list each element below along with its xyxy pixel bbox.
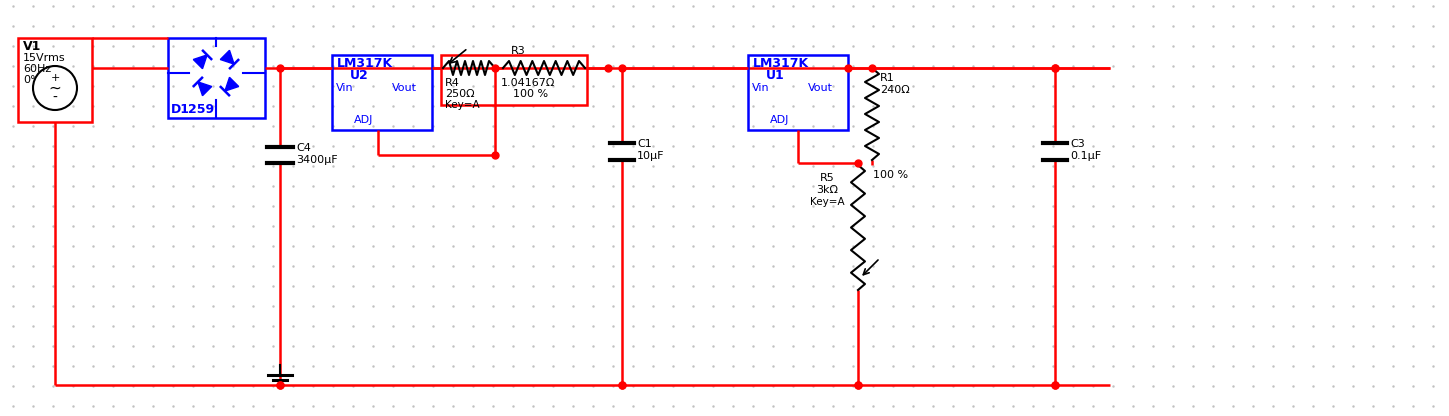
Text: 1.04167Ω: 1.04167Ω: [501, 78, 555, 88]
Text: 3kΩ: 3kΩ: [816, 185, 838, 195]
Text: 259: 259: [188, 103, 214, 116]
Bar: [440, 55, 587, 105]
Text: 15Vrms: 15Vrms: [23, 53, 65, 63]
Text: U2: U2: [351, 69, 368, 82]
Text: C1: C1: [638, 139, 652, 149]
Text: 0.1μF: 0.1μF: [1069, 151, 1101, 161]
Text: 10μF: 10μF: [638, 151, 665, 161]
Text: LM317K: LM317K: [338, 57, 393, 70]
Text: 100 %: 100 %: [872, 170, 909, 180]
Text: R3: R3: [511, 46, 526, 56]
Text: Vin: Vin: [752, 83, 769, 93]
Text: U1: U1: [767, 69, 785, 82]
Text: -: -: [52, 91, 58, 105]
Text: C4: C4: [296, 143, 312, 153]
Text: 100 %: 100 %: [513, 89, 548, 99]
Text: 60Hz: 60Hz: [23, 64, 51, 74]
Text: Key=A: Key=A: [445, 100, 480, 110]
Text: 250Ω: 250Ω: [445, 89, 475, 99]
Text: 240Ω: 240Ω: [880, 85, 910, 95]
Polygon shape: [199, 82, 212, 96]
Polygon shape: [193, 55, 207, 69]
Text: ADJ: ADJ: [769, 115, 790, 125]
Text: C3: C3: [1069, 139, 1085, 149]
Text: Vout: Vout: [393, 83, 417, 93]
Text: Vin: Vin: [336, 83, 354, 93]
Text: Vout: Vout: [809, 83, 833, 93]
Text: R5: R5: [820, 173, 835, 183]
Text: LM317K: LM317K: [753, 57, 809, 70]
Bar: [748, 55, 848, 130]
Text: 0°: 0°: [23, 75, 35, 85]
Text: D1: D1: [171, 103, 190, 116]
Bar: [17, 38, 91, 122]
Polygon shape: [220, 50, 235, 64]
Text: ~: ~: [49, 81, 61, 96]
Text: +: +: [51, 73, 59, 83]
Text: ADJ: ADJ: [354, 115, 374, 125]
Polygon shape: [225, 77, 239, 91]
Bar: [168, 38, 265, 118]
Circle shape: [33, 66, 77, 110]
Text: Key=A: Key=A: [810, 197, 845, 207]
Bar: [332, 55, 432, 130]
Text: V1: V1: [23, 40, 42, 53]
Text: 3400μF: 3400μF: [296, 155, 338, 165]
Text: R4: R4: [445, 78, 459, 88]
Text: R1: R1: [880, 73, 894, 83]
